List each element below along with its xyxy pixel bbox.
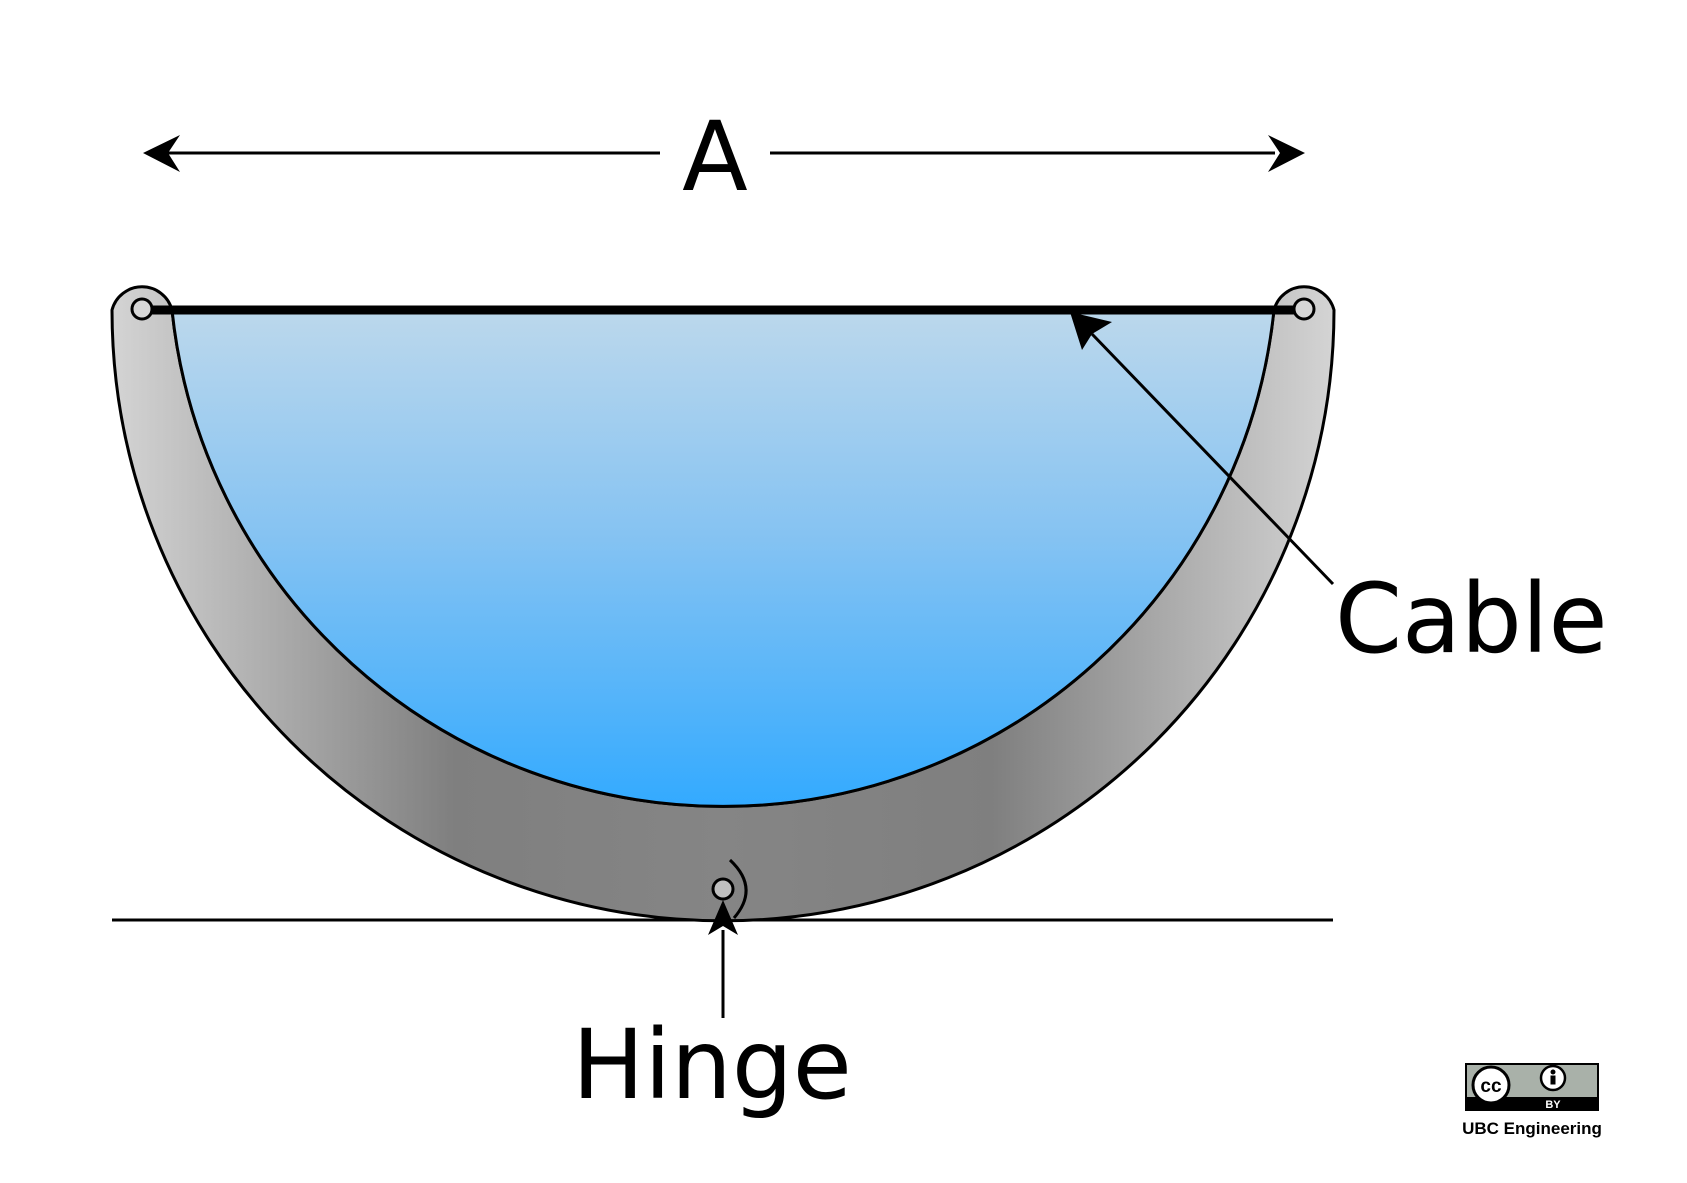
- dimension-arrow-a: A: [143, 101, 1305, 213]
- arrowhead-right-icon: [1268, 135, 1305, 172]
- arrowhead-left-icon: [143, 135, 180, 172]
- water-body: [170, 308, 1276, 808]
- hinge-pin-icon: [711, 877, 735, 901]
- attribution-text: UBC Engineering: [1462, 1119, 1602, 1138]
- hinge: [711, 858, 748, 919]
- cable-callout: Cable: [1070, 312, 1608, 675]
- cable-pin-right-icon: [1292, 297, 1316, 321]
- cc-by-badge: cc BY UBC Engineering: [1462, 1063, 1602, 1138]
- cc-mark: cc: [1480, 1076, 1502, 1097]
- hinge-label: Hinge: [572, 1009, 852, 1121]
- hinge-lug: [728, 858, 748, 919]
- cable-arrowhead-icon: [1070, 312, 1112, 350]
- cable-pin-left-icon: [130, 297, 154, 321]
- dimension-label: A: [682, 101, 748, 213]
- cable-label: Cable: [1335, 563, 1608, 675]
- hinge-arrowhead-icon: [708, 900, 738, 935]
- cc-icon: [1471, 1065, 1511, 1105]
- hinge-callout: Hinge: [572, 900, 852, 1121]
- by-mark: BY: [1545, 1099, 1561, 1111]
